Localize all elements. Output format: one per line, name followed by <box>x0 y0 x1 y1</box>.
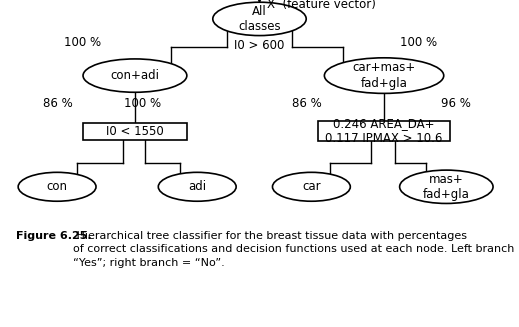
FancyBboxPatch shape <box>83 123 187 140</box>
Text: con+adi: con+adi <box>111 69 159 82</box>
Text: 86 %: 86 % <box>292 97 322 110</box>
Ellipse shape <box>400 170 493 203</box>
Text: 100 %: 100 % <box>124 97 161 110</box>
Text: adi: adi <box>188 180 206 193</box>
Text: 96 %: 96 % <box>441 97 471 110</box>
Text: 100 %: 100 % <box>400 36 437 49</box>
Text: I0 > 600: I0 > 600 <box>234 39 285 52</box>
Text: car+mas+
fad+gla: car+mas+ fad+gla <box>352 61 416 90</box>
Text: 0.246 AREA_DA+
0.117 IPMAX > 10.6: 0.246 AREA_DA+ 0.117 IPMAX > 10.6 <box>325 117 443 146</box>
Text: car: car <box>302 180 321 193</box>
Ellipse shape <box>213 2 306 36</box>
Text: I0 < 1550: I0 < 1550 <box>106 125 164 138</box>
Text: Figure 6.25.: Figure 6.25. <box>16 231 91 241</box>
Ellipse shape <box>18 172 96 201</box>
Ellipse shape <box>324 58 444 94</box>
Text: 86 %: 86 % <box>43 97 73 110</box>
Ellipse shape <box>83 59 187 92</box>
Text: 100 %: 100 % <box>64 36 101 49</box>
Text: Hierarchical tree classifier for the breast tissue data with percentages
of corr: Hierarchical tree classifier for the bre… <box>73 231 519 268</box>
Text: All
classes: All classes <box>238 5 281 33</box>
Text: X  (feature vector): X (feature vector) <box>267 0 376 11</box>
FancyBboxPatch shape <box>318 121 450 141</box>
Ellipse shape <box>272 172 350 201</box>
Ellipse shape <box>158 172 236 201</box>
Text: con: con <box>47 180 67 193</box>
Text: mas+
fad+gla: mas+ fad+gla <box>423 173 470 201</box>
